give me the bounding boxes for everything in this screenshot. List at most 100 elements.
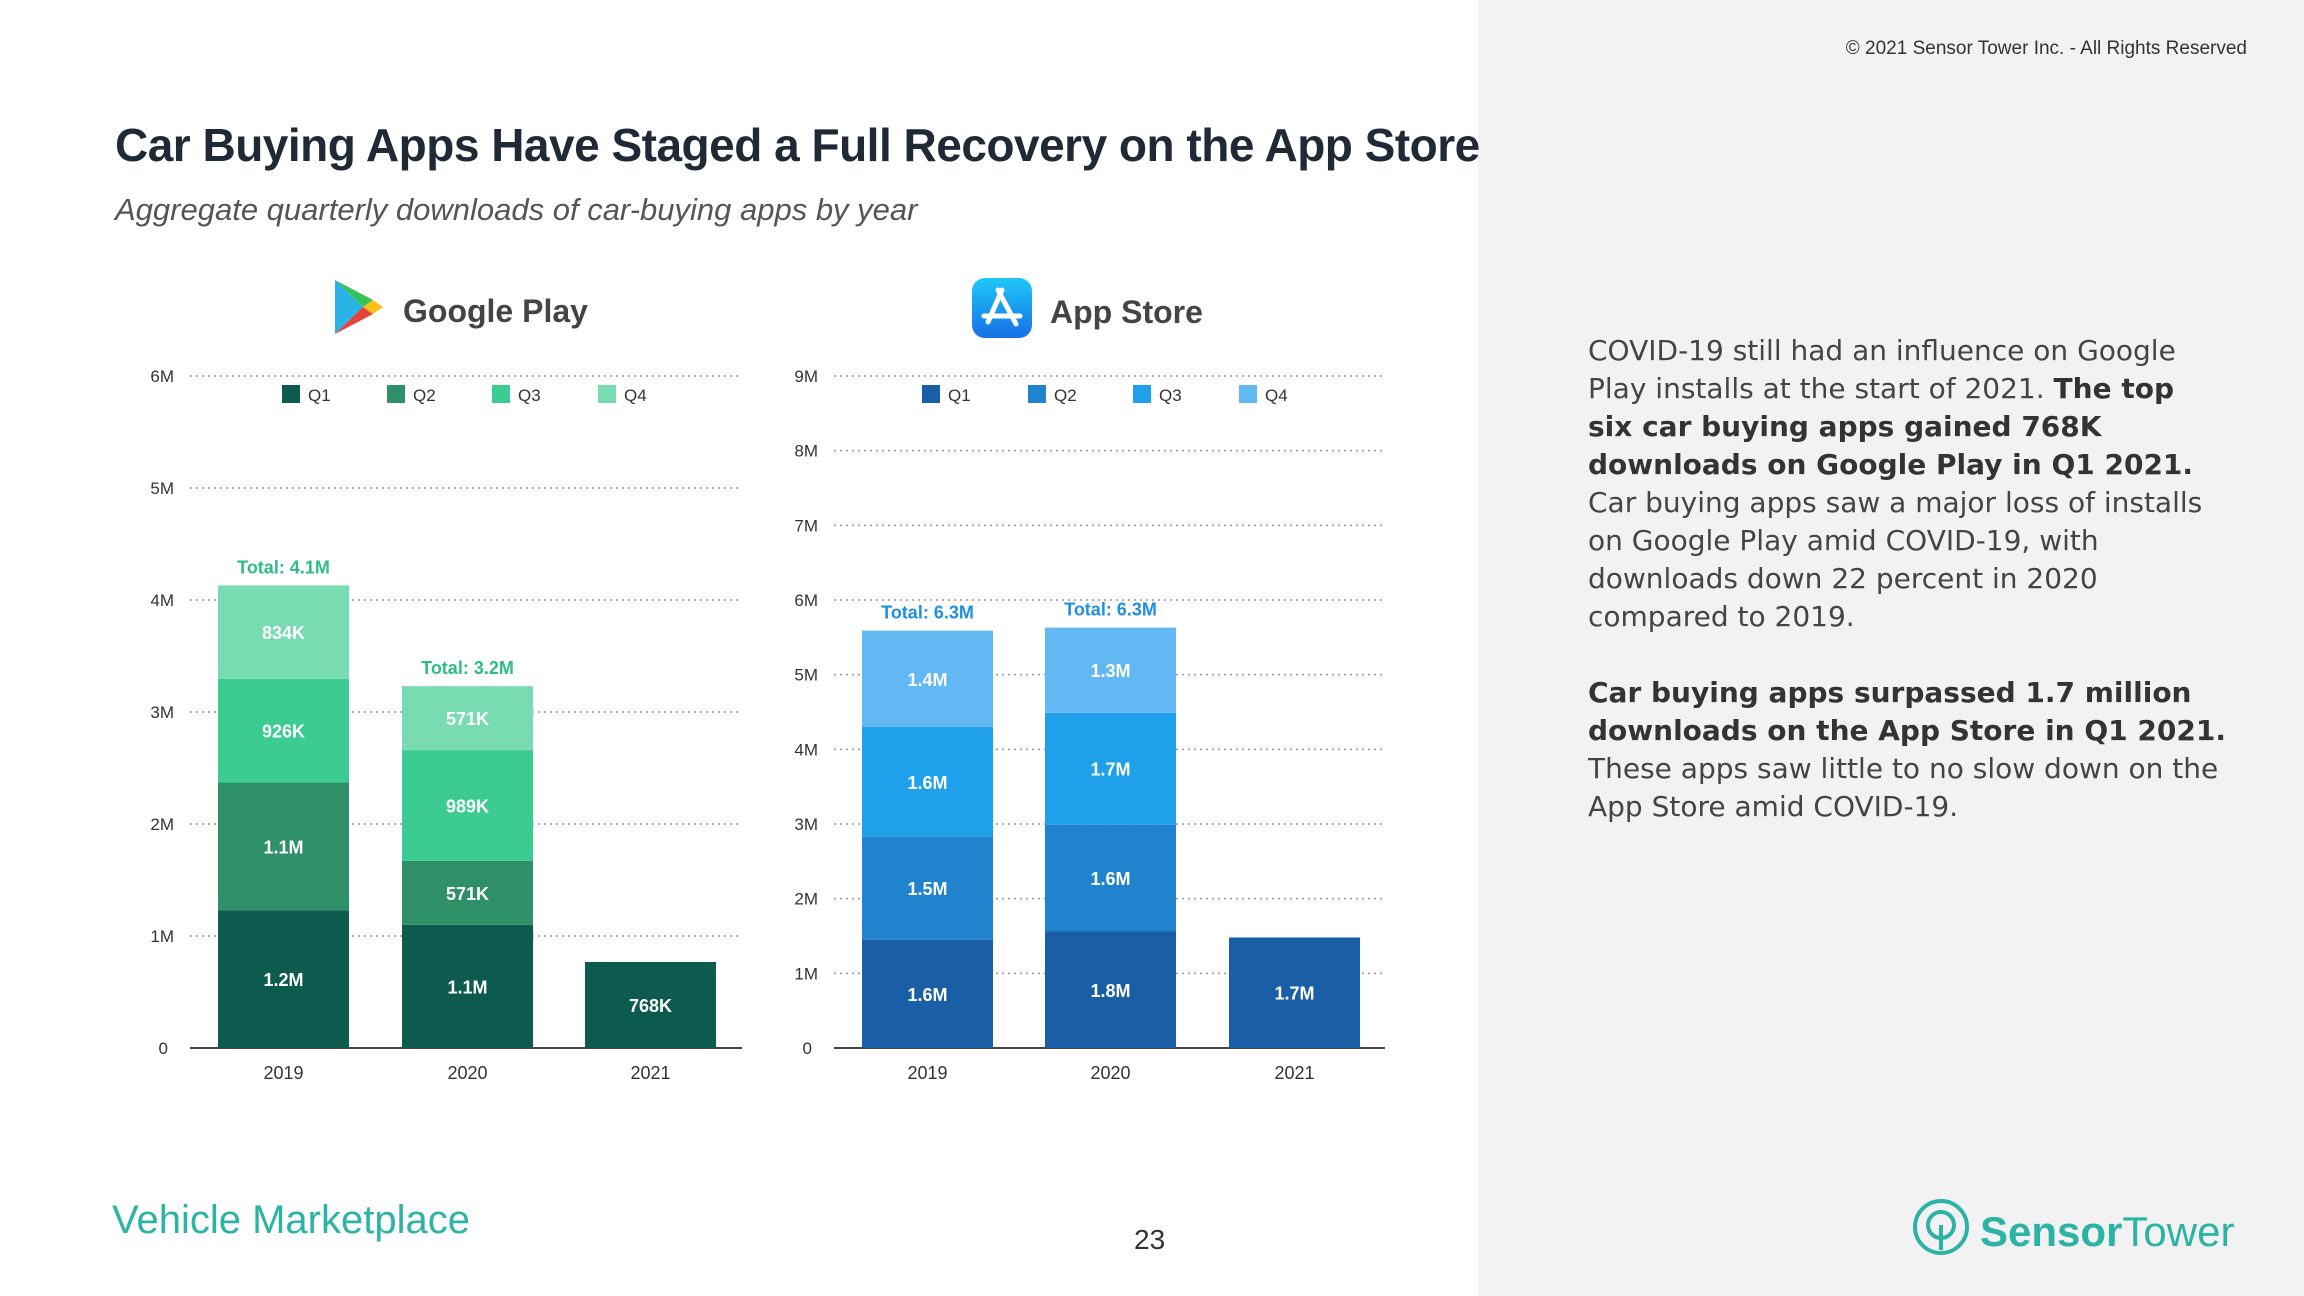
as-legend-label-q2: Q2 — [1054, 386, 1077, 405]
as-data-label-2020-q3: 1.7M — [1090, 760, 1130, 780]
gp-x-tick-label: 2021 — [630, 1063, 670, 1083]
as-y-tick-label: 7M — [794, 516, 818, 535]
as-data-label-2019-q4: 1.4M — [907, 670, 947, 690]
as-x-tick-label: 2020 — [1090, 1063, 1130, 1083]
gp-legend-label-q4: Q4 — [624, 386, 647, 405]
brand-word-1: Sensor — [1980, 1208, 2123, 1255]
gp-bar-2020-q3 — [402, 750, 533, 861]
gp-legend-swatch-q2 — [387, 385, 405, 403]
as-legend-swatch-q4 — [1239, 385, 1257, 403]
gp-total-label-2019: Total: 4.1M — [237, 557, 330, 577]
as-y-tick-label: 8M — [794, 442, 818, 461]
gp-legend-swatch-q4 — [598, 385, 616, 403]
charts-area: 0 1M 2M 3M 4M 5M 6M Q1 Q2 Q3 Q4 1.2M 1.1M 926K 834K Tot… — [150, 367, 1385, 1083]
as-total-label-2019: Total: 6.3M — [881, 603, 974, 623]
page-title: Car Buying Apps Have Staged a Full Recov… — [115, 119, 1480, 171]
gp-y-tick-label: 1M — [150, 927, 174, 946]
as-y-tick-label: 5M — [794, 666, 818, 685]
as-data-label-2020-q4: 1.3M — [1090, 661, 1130, 681]
as-y-tick-label: 6M — [794, 591, 818, 610]
gp-data-label-2021-q1: 768K — [629, 996, 672, 1016]
as-legend-label-q4: Q4 — [1265, 386, 1288, 405]
as-legend-label-q3: Q3 — [1159, 386, 1182, 405]
as-data-label-2019-q1: 1.6M — [907, 985, 947, 1005]
sensor-tower-logo: SensorTower — [1912, 1198, 2234, 1266]
gp-y-tick-label: 6M — [150, 367, 174, 386]
gp-data-label-2020-q2: 571K — [446, 884, 489, 904]
app-store-header: App Store — [972, 278, 1203, 346]
gp-y-tick-label: 4M — [150, 591, 174, 610]
gp-legend-label-q1: Q1 — [308, 386, 331, 405]
gp-legend-label-q3: Q3 — [518, 386, 541, 405]
gp-bar-2020-q2 — [402, 860, 533, 925]
as-y-tick-label: 2M — [794, 890, 818, 909]
as-legend-label-q1: Q1 — [948, 386, 971, 405]
page-subtitle: Aggregate quarterly downloads of car-buy… — [115, 192, 918, 227]
gp-bar-2019-q4 — [218, 585, 349, 679]
as-data-label-2020-q2: 1.6M — [1090, 869, 1130, 889]
gp-bar-2019-q3 — [218, 678, 349, 783]
gp-bar-2019-q2 — [218, 782, 349, 911]
gp-bar-2021-q1 — [585, 961, 716, 1048]
as-data-label-2021-q1: 1.7M — [1274, 984, 1314, 1004]
as-bar-2020-q1 — [1045, 931, 1176, 1048]
as-bar-2020-q4 — [1045, 627, 1176, 713]
as-y-tick-label: 0 — [803, 1039, 812, 1058]
as-bar-2019-q1 — [862, 939, 993, 1048]
gp-data-label-2020-q3: 989K — [446, 796, 489, 816]
as-y-tick-label: 4M — [794, 740, 818, 759]
as-data-label-2019-q3: 1.6M — [907, 773, 947, 793]
as-total-label-2020: Total: 6.3M — [1064, 600, 1157, 620]
as-y-tick-label: 3M — [794, 815, 818, 834]
as-bar-2021-q1 — [1229, 937, 1360, 1048]
as-legend-swatch-q1 — [922, 385, 940, 403]
gp-bar-2020-q4 — [402, 686, 533, 751]
text-span: Car buying apps saw a major loss of inst… — [1588, 486, 2203, 633]
gp-legend-label-q2: Q2 — [413, 386, 436, 405]
text-bold: The top six car buying apps gained 768K … — [1588, 372, 2194, 481]
as-bar-2019-q2 — [862, 836, 993, 940]
as-x-tick-label: 2021 — [1274, 1063, 1314, 1083]
as-bar-2019-q3 — [862, 726, 993, 837]
gp-data-label-2019-q4: 834K — [262, 623, 305, 643]
gp-y-tick-label: 0 — [159, 1039, 168, 1058]
gp-legend-swatch-q1 — [282, 385, 300, 403]
side-panel — [1478, 0, 2304, 1296]
gp-y-tick-label: 3M — [150, 703, 174, 722]
gp-data-label-2019-q3: 926K — [262, 722, 305, 742]
app-store-icon — [972, 278, 1032, 346]
as-bar-2020-q3 — [1045, 712, 1176, 825]
text-span: These apps saw little to no slow down on… — [1588, 752, 2219, 823]
section-name: Vehicle Marketplace — [112, 1198, 470, 1242]
as-legend-swatch-q3 — [1133, 385, 1151, 403]
as-legend-swatch-q2 — [1028, 385, 1046, 403]
brand-word-2: Tower — [2122, 1208, 2235, 1255]
gp-x-tick-label: 2019 — [263, 1063, 303, 1083]
as-y-tick-label: 9M — [794, 367, 818, 386]
as-data-label-2019-q2: 1.5M — [907, 879, 947, 899]
text-span: COVID-19 still had an influence on Googl… — [1588, 334, 2176, 405]
gp-y-tick-label: 2M — [150, 815, 174, 834]
gp-bar-2020-q1 — [402, 924, 533, 1048]
copyright: © 2021 Sensor Tower Inc. - All Rights Re… — [1845, 38, 2247, 59]
page-number: 23 — [1134, 1224, 1166, 1255]
gp-data-label-2019-q1: 1.2M — [263, 970, 303, 990]
gp-data-label-2020-q1: 1.1M — [447, 977, 487, 997]
app-store-title: App Store — [1050, 293, 1203, 330]
as-data-label-2020-q1: 1.8M — [1090, 981, 1130, 1001]
google-play-icon — [333, 278, 385, 344]
as-bar-2020-q2 — [1045, 824, 1176, 932]
gp-y-tick-label: 5M — [150, 479, 174, 498]
gp-total-label-2020: Total: 3.2M — [421, 658, 514, 678]
as-x-tick-label: 2019 — [907, 1063, 947, 1083]
google-play-header: Google Play — [333, 278, 588, 344]
commentary-paragraph-1: COVID-19 still had an influence on Googl… — [1588, 332, 2228, 636]
as-bar-2019-q4 — [862, 630, 993, 727]
gp-data-label-2020-q4: 571K — [446, 709, 489, 729]
gp-data-label-2019-q2: 1.1M — [263, 837, 303, 857]
gp-bar-2019-q1 — [218, 910, 349, 1048]
commentary-paragraph-2: Car buying apps surpassed 1.7 million do… — [1588, 674, 2228, 826]
google-play-title: Google Play — [403, 292, 588, 329]
text-bold: Car buying apps surpassed 1.7 million do… — [1588, 676, 2226, 747]
sensor-tower-icon — [1912, 1198, 1970, 1266]
